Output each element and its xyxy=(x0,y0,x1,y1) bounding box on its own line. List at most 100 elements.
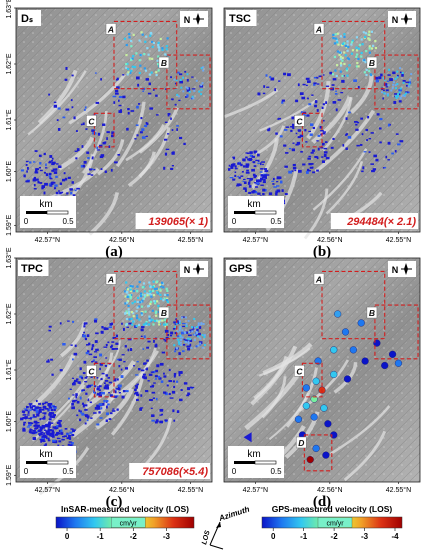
insar-point xyxy=(169,334,173,337)
insar-point xyxy=(257,192,261,195)
insar-point xyxy=(387,123,390,127)
deformation-point xyxy=(357,65,360,68)
insar-point xyxy=(136,360,139,363)
deformation-point xyxy=(161,47,164,50)
insar-point xyxy=(65,66,68,70)
insar-point xyxy=(83,404,88,407)
deformation-point xyxy=(339,64,343,67)
insar-point xyxy=(105,357,108,359)
insar-point xyxy=(57,437,61,440)
deformation-point xyxy=(350,41,354,44)
insar-point xyxy=(246,169,249,172)
deformation-point xyxy=(132,54,135,58)
insar-point xyxy=(165,336,169,339)
insar-point xyxy=(105,384,109,386)
insar-point xyxy=(40,439,43,443)
deformation-point xyxy=(368,30,371,33)
gps-station xyxy=(294,415,303,423)
deformation-point xyxy=(175,78,178,81)
insar-point xyxy=(72,394,75,396)
insar-point xyxy=(253,165,257,167)
insar-point xyxy=(248,180,251,182)
region-label-d: D xyxy=(298,438,304,448)
insar-point xyxy=(53,104,58,108)
panel-letter: (c) xyxy=(106,494,123,510)
insar-point xyxy=(78,410,83,412)
insar-point xyxy=(75,378,79,381)
deformation-point xyxy=(408,83,411,86)
insar-point xyxy=(408,81,412,85)
insar-point xyxy=(71,433,75,437)
insar-point xyxy=(155,419,159,423)
region-label-bg xyxy=(296,436,307,449)
deformation-point xyxy=(175,322,178,325)
insar-point xyxy=(254,191,258,194)
insar-point xyxy=(283,72,287,76)
insar-point xyxy=(27,411,30,414)
deformation-point xyxy=(341,59,344,62)
insar-point xyxy=(245,171,250,174)
gps-colorbar: GPS-measured velocity (LOS)cm/yr0 -1 -2 -3-… xyxy=(261,504,403,541)
gps-station xyxy=(306,456,314,464)
insar-point xyxy=(34,171,39,174)
deformation-point xyxy=(363,35,367,39)
insar-point xyxy=(159,420,163,424)
deformation-point xyxy=(156,63,160,66)
deformation-point xyxy=(141,33,144,36)
insar-point xyxy=(296,141,301,145)
deformation-point xyxy=(127,293,130,296)
insar-colorbar: InSAR-measured velocity (LOS)cm/yr0 -1 -2-… xyxy=(55,504,195,541)
x-tick-label: 42.57°N xyxy=(35,486,60,494)
gps-colorbar-tick-label: 0 xyxy=(271,532,276,541)
insar-point xyxy=(53,406,57,408)
valley-streak xyxy=(303,188,329,240)
deformation-point xyxy=(138,59,141,62)
deformation-point xyxy=(395,87,398,90)
deformation-point xyxy=(368,70,371,73)
valley-streak xyxy=(125,123,165,162)
insar-point xyxy=(149,398,153,402)
gps-station xyxy=(302,402,310,410)
deformation-point xyxy=(332,33,335,37)
insar-point xyxy=(36,422,40,424)
insar-point xyxy=(285,152,289,154)
insar-point xyxy=(178,371,182,374)
insar-point xyxy=(52,414,56,417)
region-label-bg xyxy=(313,23,325,35)
deformation-point xyxy=(127,308,130,311)
deformation-point xyxy=(150,300,153,304)
insar-point xyxy=(323,147,328,150)
region-label-bg xyxy=(366,306,378,319)
deformation-point xyxy=(332,37,335,40)
insar-point xyxy=(91,129,95,132)
insar-point xyxy=(95,348,99,351)
insar-point xyxy=(312,126,315,130)
insar-point xyxy=(242,180,245,183)
insar-point xyxy=(84,376,88,379)
region-box-b xyxy=(374,304,419,360)
region-label-bg xyxy=(313,273,325,285)
insar-point xyxy=(232,163,236,166)
insar-point xyxy=(22,411,25,414)
insar-point xyxy=(361,133,364,136)
insar-point xyxy=(38,433,41,435)
insar-point xyxy=(316,83,320,85)
insar-point xyxy=(189,339,193,342)
insar-point xyxy=(43,432,46,435)
deformation-point xyxy=(399,87,402,90)
insar-point xyxy=(317,147,320,151)
insar-point xyxy=(252,161,256,164)
insar-point xyxy=(345,147,348,150)
insar-point xyxy=(39,418,42,421)
deformation-point xyxy=(129,289,133,293)
deformation-point xyxy=(185,341,188,344)
insar-point xyxy=(58,440,62,443)
x-tick-label: 42.57°N xyxy=(35,236,60,244)
insar-point xyxy=(382,167,385,169)
insar-point xyxy=(313,83,316,86)
insar-point xyxy=(98,385,102,388)
deformation-point xyxy=(187,319,190,322)
insar-point xyxy=(252,155,255,158)
insar-point xyxy=(118,365,121,368)
deformation-point xyxy=(333,42,337,45)
